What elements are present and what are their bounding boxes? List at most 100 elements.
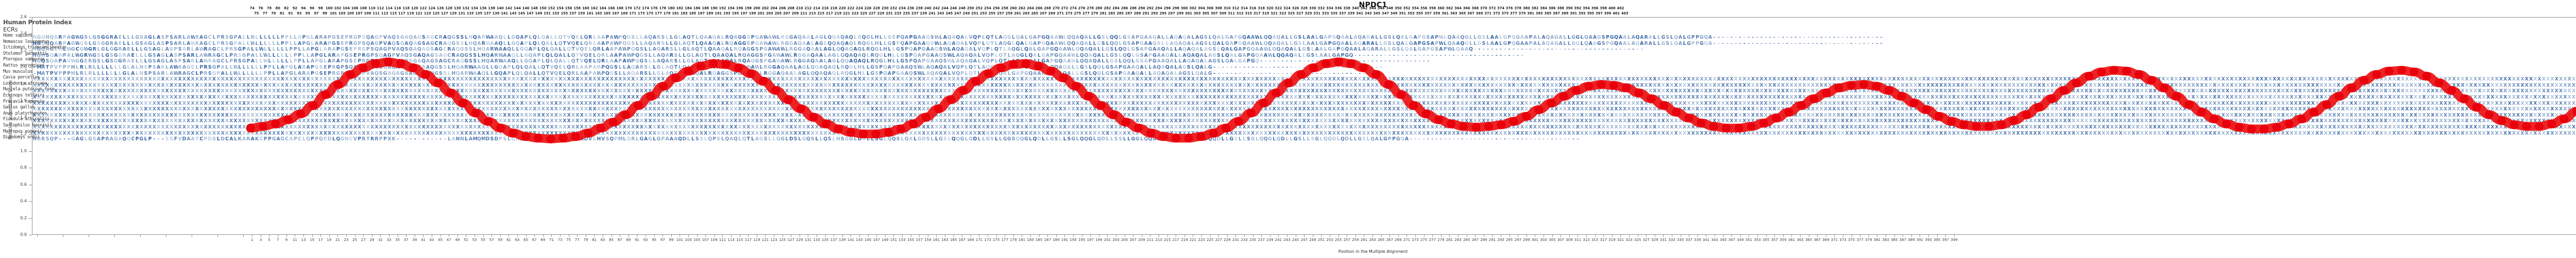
residue-number-label: 212	[804, 6, 812, 10]
x-axis-tick-label: 285	[1463, 238, 1470, 242]
residue-number-label: 326	[1292, 6, 1299, 10]
x-axis-tick-label: 137	[830, 238, 837, 242]
x-axis-tick-label: 305	[1548, 238, 1556, 242]
x-axis-tick-label: 65	[523, 238, 529, 242]
residue-number-label: 307	[1211, 11, 1218, 15]
residue-number-label: 218	[830, 6, 838, 10]
x-axis-tick-label: 307	[1557, 238, 1564, 242]
y-axis-tick-label: 0.0	[20, 232, 27, 237]
alignment-row: XXXXXXXXXXXXXXXXXXXXXXXXXXXXXXXXXXXXXXXX…	[32, 124, 2576, 130]
residue-number-label: 91	[288, 11, 293, 15]
x-axis-tick-label: 367	[1814, 238, 1821, 242]
residue-number-label: 350	[1394, 6, 1402, 10]
residue-number-label: 232	[890, 6, 897, 10]
residue-number-label: 142	[505, 6, 513, 10]
residue-number-label: 324	[1283, 6, 1291, 10]
residue-number-label: 149	[535, 11, 543, 15]
residue-number-label: 128	[445, 6, 453, 10]
x-axis-tick-label: 265	[1377, 238, 1385, 242]
x-axis-tick-label: 101	[676, 238, 684, 242]
x-axis-tick-mark	[37, 235, 38, 237]
residue-number-label: 226	[864, 6, 872, 10]
residue-number-label: 388	[1557, 6, 1565, 10]
x-axis-tick-label: 273	[1412, 238, 1419, 242]
x-axis-tick-mark	[312, 235, 313, 237]
residue-number-label: 256	[992, 6, 1000, 10]
x-axis-tick-label: 135	[821, 238, 829, 242]
residue-number-label: 94	[301, 6, 306, 10]
x-axis-tick-label: 335	[1676, 238, 1684, 242]
residue-number-label: 223	[851, 11, 859, 15]
x-axis-tick-mark	[1261, 235, 1262, 237]
residue-number-label: 183	[680, 11, 688, 15]
residue-number-label: 346	[1377, 6, 1385, 10]
x-axis-tick-label: 87	[617, 238, 622, 242]
residue-number-label: 402	[1617, 6, 1624, 10]
residue-number-label: 209	[791, 11, 799, 15]
y-axis-tick-label: 1.6	[20, 98, 27, 103]
residue-number-label: 383	[1535, 11, 1543, 15]
x-axis-tick-label: 139	[839, 238, 846, 242]
x-axis-tick-label: 345	[1719, 238, 1727, 242]
residue-number-label: 160	[582, 6, 589, 10]
x-axis-tick-mark	[842, 235, 843, 237]
residue-number-label: 192	[719, 6, 726, 10]
residue-number-label: 305	[1202, 11, 1210, 15]
residue-number-label: 108	[360, 6, 367, 10]
x-axis-tick-label: 81	[591, 238, 597, 242]
residue-number-label: 264	[1027, 6, 1034, 10]
x-axis-tick-label: 291	[1488, 238, 1496, 242]
x-axis-tick-mark	[868, 235, 869, 237]
legend-species-row: Otolemur garnettii	[3, 51, 47, 56]
x-axis-tick-label: 281	[1446, 238, 1453, 242]
x-axis-tick-label: 303	[1540, 238, 1547, 242]
residue-number-label: 126	[436, 6, 444, 10]
residue-number-label: 321	[1270, 11, 1278, 15]
x-axis-tick-mark	[1458, 235, 1459, 237]
residue-number-label: 360	[1437, 6, 1445, 10]
x-axis-tick-mark	[1056, 235, 1057, 237]
residue-number-label: 201	[757, 11, 765, 15]
x-axis-tick-label: 321	[1617, 238, 1624, 242]
residue-number-label: 289	[1133, 11, 1141, 15]
residue-number-label: 109	[364, 11, 371, 15]
x-axis-tick-mark	[1663, 235, 1664, 237]
residue-number-label: 338	[1343, 6, 1351, 10]
x-axis-tick-label: 51	[463, 238, 468, 242]
x-axis-tick-mark	[1894, 235, 1895, 237]
residue-number-label: 328	[1300, 6, 1308, 10]
x-axis-tick-label: 275	[1420, 238, 1428, 242]
residue-number-label: 115	[389, 11, 397, 15]
x-axis-tick-label: 383	[1882, 238, 1889, 242]
residue-number-label: 236	[907, 6, 914, 10]
residue-number-label: 381	[1527, 11, 1535, 15]
alignment-row: NGQNQARPAGWGSLGSGGRAELLLGSAGLASPSARLAWRA…	[32, 35, 1883, 40]
residue-number-label: 173	[637, 11, 645, 15]
residue-number-label: 136	[479, 6, 487, 10]
x-axis-tick-label: 153	[899, 238, 906, 242]
residue-number-label: 147	[527, 11, 534, 15]
x-axis-tick-label: 315	[1591, 238, 1599, 242]
residue-number-label: 198	[744, 6, 752, 10]
residue-number-label: 75	[254, 11, 259, 15]
x-axis-tick-mark	[893, 235, 894, 237]
residue-number-label: 121	[415, 11, 423, 15]
residue-number-label: 292	[1146, 6, 1154, 10]
x-axis-tick-label: 237	[1258, 238, 1265, 242]
y-axis-tick-label: 2.6	[20, 14, 27, 19]
residue-number-label: 268	[1044, 6, 1052, 10]
residue-number-label: 254	[984, 6, 991, 10]
x-axis-tick-label: 143	[856, 238, 863, 242]
residue-number-label: 105	[347, 11, 354, 15]
residue-number-label: 240	[924, 6, 931, 10]
legend-species-row: Ficedula albicollis	[3, 117, 49, 122]
x-axis-tick-label: 323	[1625, 238, 1633, 242]
x-axis-tick-label: 171	[975, 238, 983, 242]
y-axis-tick-mark	[29, 17, 32, 18]
residue-number-label: 354	[1412, 6, 1419, 10]
residue-number-label: 137	[484, 11, 491, 15]
residue-number-label: 398	[1600, 6, 1607, 10]
x-axis-tick-label: 175	[992, 238, 1000, 242]
x-axis-tick-label: 61	[506, 238, 511, 242]
residue-number-label: 195	[732, 11, 739, 15]
